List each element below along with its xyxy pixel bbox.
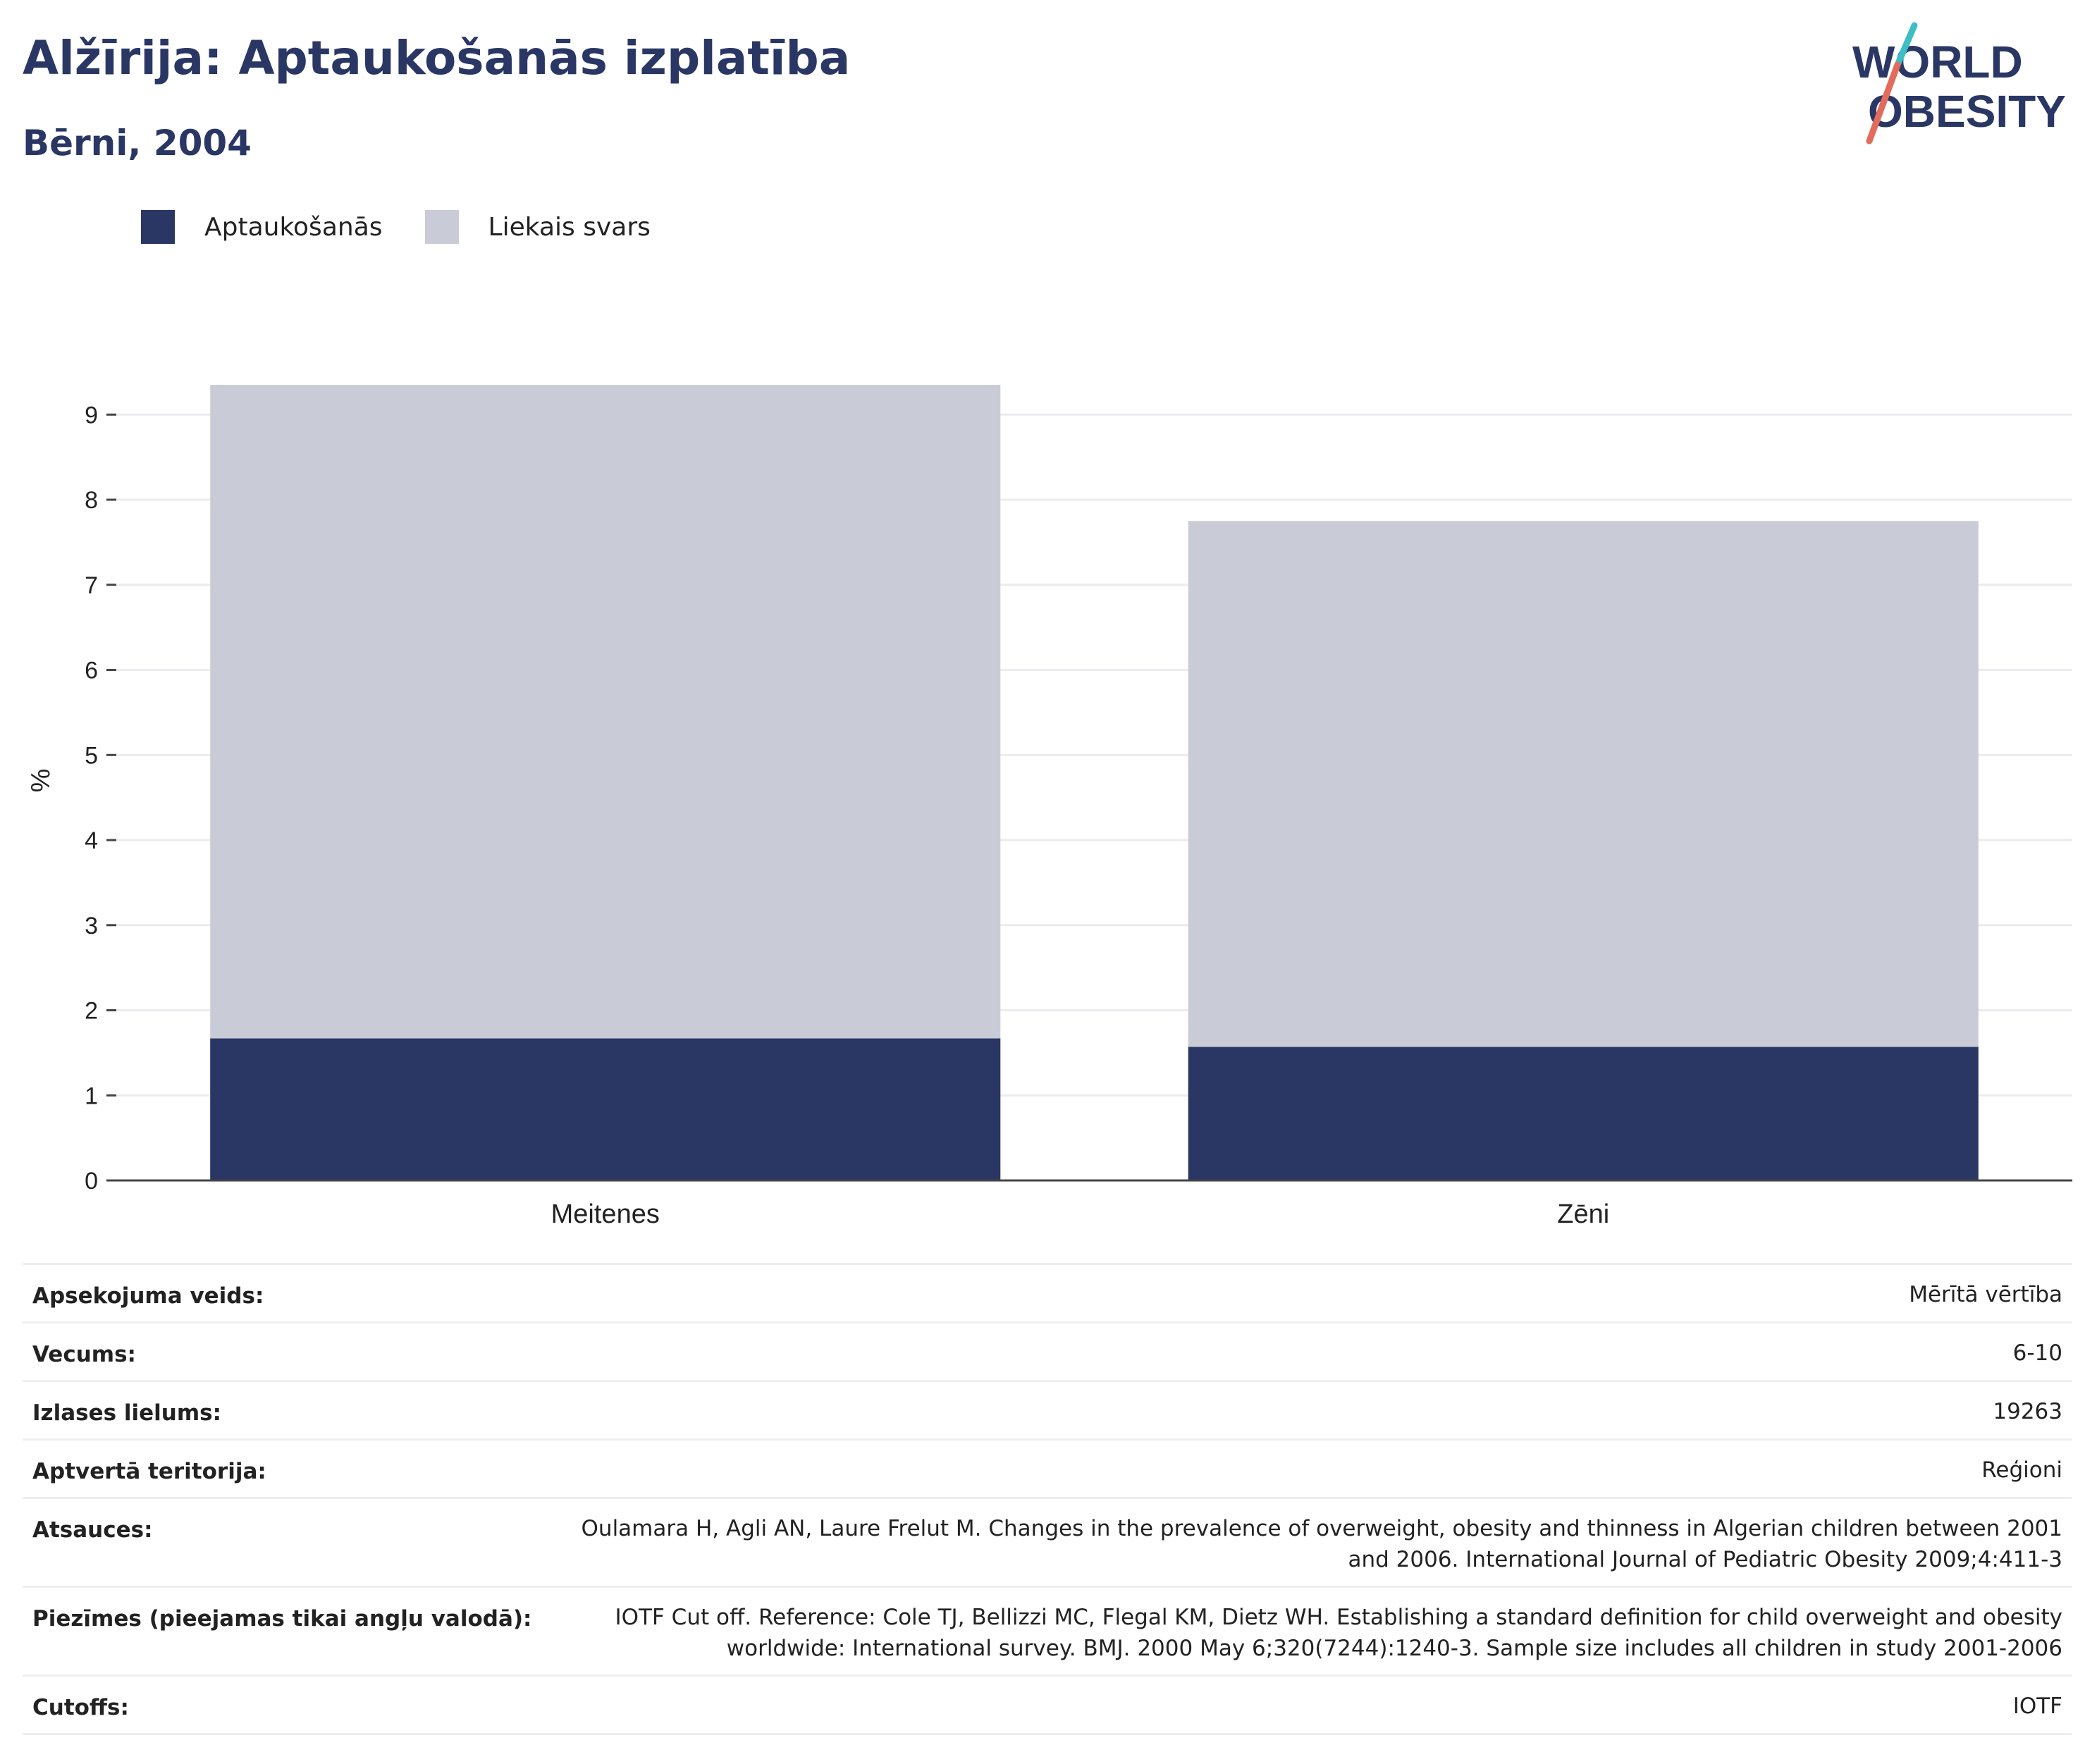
y-axis-label: %: [26, 769, 56, 793]
info-key: Piezīmes (pieejamas tikai angļu valodā):: [23, 1586, 542, 1676]
legend-label-obesity: Aptaukošanās: [204, 212, 383, 242]
x-tick-label: Meitenes: [551, 1199, 660, 1229]
info-value: 19263: [541, 1380, 2072, 1440]
info-value: Mērītā vērtība: [541, 1263, 2072, 1323]
info-key: Aptvertā teritorija:: [23, 1438, 542, 1498]
bar-obesity-2: [1188, 1047, 1979, 1180]
logo-line1: WORLD: [1852, 37, 2023, 87]
y-tick-label: 9: [85, 402, 98, 428]
y-tick-label: 6: [85, 658, 98, 684]
logo-slash-coral: [1866, 61, 1901, 144]
info-key: Apsekojuma veids:: [23, 1263, 542, 1323]
y-tick-label: 0: [85, 1168, 98, 1195]
info-row-survey-type: Apsekojuma veids: Mērītā vērtība: [23, 1263, 2072, 1323]
info-key: Izlases lielums:: [23, 1380, 542, 1440]
y-tick-label: 8: [85, 487, 98, 514]
chart-legend: Aptaukošanās Liekais svars: [141, 210, 693, 244]
logo-slash-teal: [1894, 22, 1918, 68]
y-tick-label: 3: [85, 913, 98, 939]
info-value: IOTF: [541, 1674, 2072, 1735]
info-row-cutoffs: Cutoffs: IOTF: [23, 1674, 2072, 1735]
legend-swatch-overweight: [424, 210, 459, 244]
y-tick-label: 4: [85, 827, 98, 854]
legend-label-overweight: Liekais svars: [488, 212, 651, 242]
info-row-notes: Piezīmes (pieejamas tikai angļu valodā):…: [23, 1586, 2072, 1676]
world-obesity-logo: WORLD OBESITY: [1852, 22, 2066, 144]
info-value: IOTF Cut off. Reference: Cole TJ, Belliz…: [541, 1586, 2072, 1676]
info-key: Atsauces:: [23, 1497, 542, 1587]
survey-info-table: Apsekojuma veids: Mērītā vērtība Vecums:…: [23, 1263, 2072, 1735]
y-tick-label: 5: [85, 742, 98, 769]
info-value: Reģioni: [541, 1438, 2072, 1498]
stacked-bar-chart: 0 1 2 3 4 5 6 7 8 9% Meitenes Zēni: [26, 385, 2072, 1229]
y-tick-label: 2: [85, 998, 98, 1025]
info-row-area: Aptvertā teritorija: Reģioni: [23, 1438, 2072, 1498]
x-tick-label: Zēni: [1557, 1199, 1609, 1229]
legend-item-obesity[interactable]: Aptaukošanās: [141, 210, 383, 244]
info-value: 6-10: [541, 1321, 2072, 1381]
info-key: Vecums:: [23, 1321, 542, 1381]
legend-swatch-obesity: [141, 210, 175, 244]
info-key: Cutoffs:: [23, 1674, 542, 1735]
info-value: Oulamara H, Agli AN, Laure Frelut M. Cha…: [541, 1497, 2072, 1587]
page-title: Alžīrija: Aptaukošanās izplatība: [23, 31, 851, 85]
info-row-sample-size: Izlases lielums: 19263: [23, 1380, 2072, 1440]
logo-line2: OBESITY: [1868, 86, 2066, 137]
y-tick-label: 7: [85, 572, 98, 599]
bar-obesity-1: [210, 1038, 1001, 1180]
info-row-age: Vecums: 6-10: [23, 1321, 2072, 1381]
legend-item-overweight[interactable]: Liekais svars: [424, 210, 651, 244]
page-subtitle: Bērni, 2004: [23, 123, 252, 164]
info-row-references: Atsauces: Oulamara H, Agli AN, Laure Fre…: [23, 1497, 2072, 1587]
bar-overweight-2: [1188, 521, 1979, 1047]
bar-overweight-1: [210, 385, 1001, 1039]
y-tick-label: 1: [85, 1083, 98, 1109]
